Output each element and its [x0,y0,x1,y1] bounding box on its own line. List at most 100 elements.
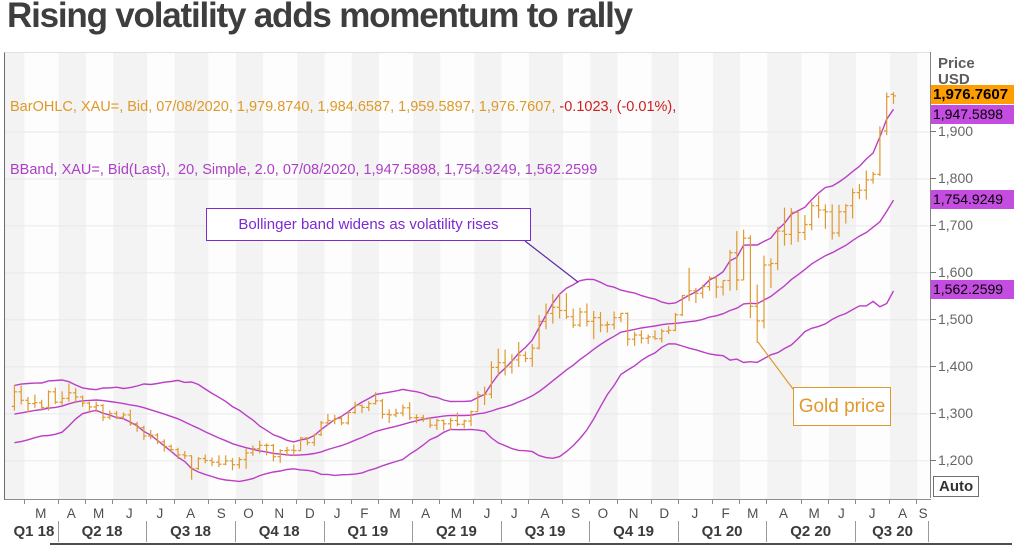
month-label: A [778,506,789,521]
month-label: O [243,506,254,521]
quarter-label: Q4 19 [613,523,655,540]
legend-ohlc-change: -0.1023, (-0.01%), [559,99,677,115]
quarter-separator [928,521,929,542]
month-label: A [421,506,431,521]
last-price-badge: 1,976.7607 [931,85,1014,105]
quarter-label: Q1 20 [701,523,743,540]
month-label: J [156,506,164,521]
month-label: O [597,506,609,521]
month-label: J [483,506,491,521]
month-tick [766,499,768,504]
quarter-separator [589,521,591,542]
month-label: J [510,506,518,521]
quarter-separator [500,521,502,542]
price-tick-label: 1,600 [938,263,974,280]
quarter-label: Q3 18 [170,523,212,540]
price-tick-label: 1,700 [938,216,974,233]
price-tick-label: 1,300 [938,404,974,421]
legend-ohlc-series[interactable]: BarOHLC, XAU=, Bid, 07/08/2020, 1,979.87… [10,99,560,115]
quarter-label: Q1 18 [13,523,55,540]
quarter-separator [412,521,414,542]
month-label: J [691,506,699,521]
quarter-separator [766,521,768,542]
month-label: J [868,506,876,521]
month-tick [677,499,679,504]
month-tick [500,499,502,504]
month-label: D [305,506,315,521]
month-tick [296,499,298,504]
quarter-separator [234,521,236,542]
month-label: S [918,506,928,521]
quarter-label: Q3 20 [872,523,913,540]
time-axis-bottom-border [50,543,1012,545]
price-tick-mark [930,224,936,226]
month-label: M [35,506,47,521]
month-tick [562,499,563,504]
month-tick [323,499,325,504]
legend-bband-series[interactable]: BBand, XAU=, Bid(Last), 20, Simple, 2.0,… [10,162,598,178]
chart-panel: BarOHLC, XAU=, Bid, 07/08/2020, 1,979.87… [4,52,931,500]
month-label: M [92,506,105,521]
auto-scale-button[interactable]: Auto [933,476,980,497]
chart-legend: BarOHLC, XAU=, Bid, 07/08/2020, 1,979.87… [10,55,676,223]
price-tick-mark [930,131,936,132]
month-tick [916,499,918,504]
month-label: A [66,506,76,521]
bollinger-value-badge: 1,947.5898 [931,104,1014,124]
month-tick [23,499,25,504]
annotation-bollinger-widens[interactable]: Bollinger band widens as volatility rise… [206,208,531,241]
price-tick-mark [930,459,936,461]
quarter-label: Q3 19 [524,523,566,540]
month-tick [85,499,86,504]
price-axis-line [930,52,931,498]
month-tick [439,499,441,504]
month-label: N [628,506,639,521]
price-tick-label: 1,900 [938,123,974,139]
month-tick [739,499,741,504]
month-tick [234,499,236,504]
price-tick-label: 1,500 [938,310,974,327]
month-tick [827,499,829,504]
month-label: D [659,506,670,521]
month-tick [616,499,618,504]
month-tick [889,499,891,504]
quarter-separator [146,521,148,542]
month-label: S [571,506,581,521]
month-label: S [216,506,226,521]
month-label: A [186,506,196,521]
quarter-separator [57,521,59,542]
month-tick [412,499,414,504]
month-label: M [808,506,820,521]
month-tick [711,499,713,504]
month-tick [589,499,591,504]
month-tick [146,499,148,504]
month-tick [57,499,59,504]
price-axis-title-unit: USD [938,71,970,88]
month-label: J [125,506,133,521]
month-tick [173,499,175,504]
month-tick [473,499,475,504]
annotation-gold-price[interactable]: Gold price [793,387,891,426]
month-tick [262,499,264,504]
month-tick [855,499,856,504]
quarter-label: Q2 18 [81,523,123,540]
quarter-separator [323,521,325,542]
quarter-label: Q2 20 [790,523,832,540]
price-tick-label: 1,200 [938,451,974,468]
price-axis-title-currency-label: Price [938,55,975,72]
month-label: N [274,506,285,521]
month-tick [378,499,379,504]
month-tick [350,499,352,504]
price-tick-label: 1,400 [938,357,974,374]
price-tick-label: 1,800 [938,170,974,186]
month-label: J [838,506,845,521]
price-tick-mark [930,271,936,273]
month-label: M [389,506,401,521]
month-tick [800,499,802,504]
quarter-separator [855,521,856,542]
page-title: Rising volatility adds momentum to rally [7,0,633,35]
quarter-label: Q4 18 [258,523,300,540]
bollinger-value-badge: 1,754.9249 [931,189,1014,209]
price-axis-title: Price USD [938,56,975,88]
